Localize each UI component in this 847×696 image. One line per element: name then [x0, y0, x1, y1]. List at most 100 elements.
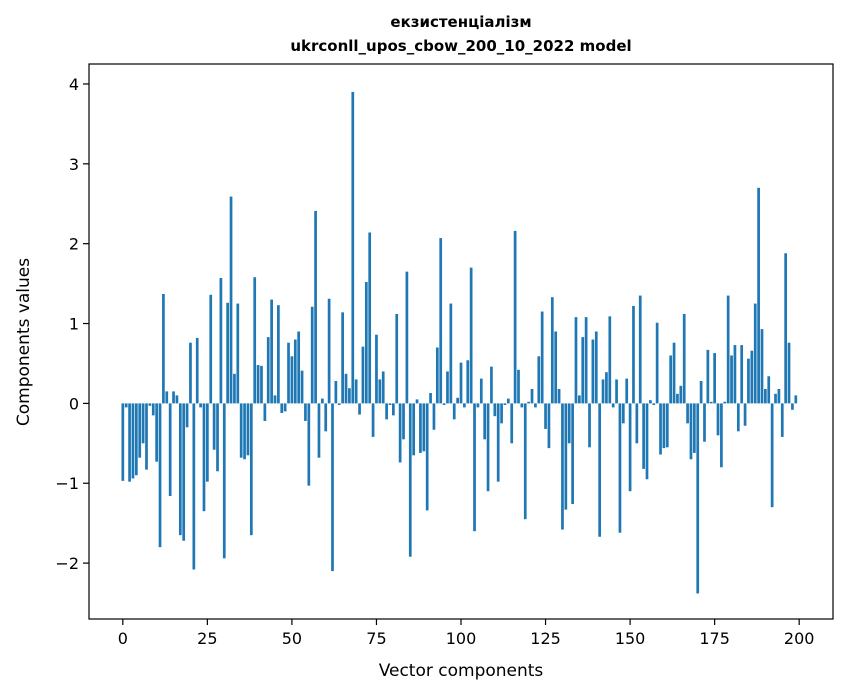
bar-component-170 — [696, 403, 700, 594]
x-tick-label-175: 175 — [699, 629, 730, 648]
bar-component-185 — [747, 358, 750, 404]
bar-component-112 — [500, 403, 503, 424]
bar-component-154 — [642, 403, 645, 469]
bar-component-144 — [608, 316, 612, 404]
bar-component-134 — [574, 317, 578, 404]
bar-component-113 — [503, 403, 507, 405]
bar-component-126 — [547, 403, 551, 449]
bar-component-0 — [121, 403, 125, 481]
bar-component-94 — [439, 238, 443, 404]
bar-component-91 — [429, 393, 432, 404]
bar-component-61 — [327, 298, 331, 404]
bar-component-138 — [588, 403, 591, 448]
bar-component-136 — [581, 337, 585, 404]
y-tick-label--1: −1 — [55, 474, 79, 493]
bar-component-192 — [770, 403, 774, 508]
bar-component-77 — [381, 371, 385, 404]
bar-component-99 — [456, 397, 459, 404]
bar-component-137 — [584, 317, 588, 404]
bar-component-190 — [764, 389, 767, 404]
bar-component-162 — [669, 355, 673, 404]
bar-component-78 — [385, 403, 388, 420]
bar-component-37 — [246, 403, 250, 456]
bar-component-22 — [195, 337, 199, 404]
bar-component-5 — [138, 403, 142, 458]
bar-component-145 — [611, 403, 615, 408]
bar-component-48 — [283, 403, 287, 412]
bar-component-17 — [178, 403, 182, 536]
bar-component-60 — [324, 403, 328, 432]
bar-component-89 — [422, 403, 426, 452]
bar-component-28 — [216, 403, 219, 472]
bar-component-98 — [452, 403, 456, 420]
bar-component-47 — [280, 403, 284, 413]
bar-component-57 — [314, 210, 317, 404]
bar-component-180 — [730, 355, 733, 404]
bar-component-120 — [527, 401, 530, 404]
bar-component-2 — [128, 403, 131, 482]
bar-component-161 — [665, 403, 669, 448]
bar-component-153 — [638, 295, 642, 404]
bar-component-36 — [243, 403, 246, 460]
bar-component-6 — [141, 403, 145, 444]
bar-component-104 — [473, 403, 476, 532]
chart-title: екзистенціалізм — [390, 13, 531, 31]
bar-component-100 — [459, 362, 463, 404]
x-tick-label-100: 100 — [446, 629, 477, 648]
bar-component-95 — [442, 403, 446, 405]
plot-frame — [88, 63, 834, 620]
bar-component-186 — [750, 350, 754, 404]
bar-component-65 — [341, 312, 344, 404]
bar-component-15 — [172, 391, 175, 404]
bar-component-157 — [652, 403, 656, 405]
x-tick-label-0: 0 — [118, 629, 128, 648]
bar-component-72 — [364, 282, 368, 404]
bar-component-67 — [348, 388, 351, 404]
bar-component-108 — [486, 403, 490, 492]
bar-component-177 — [720, 403, 723, 468]
bar-component-41 — [260, 365, 263, 404]
bar-component-110 — [493, 403, 497, 417]
bar-component-178 — [723, 401, 727, 404]
bar-component-147 — [618, 403, 622, 533]
bar-component-35 — [239, 403, 243, 458]
bar-component-131 — [564, 403, 568, 510]
bar-component-80 — [392, 403, 395, 416]
bars-group — [121, 91, 798, 594]
bar-component-14 — [168, 403, 172, 497]
bar-component-82 — [398, 403, 402, 463]
bar-component-45 — [273, 395, 277, 404]
bar-component-158 — [655, 322, 659, 404]
bar-component-196 — [784, 253, 788, 404]
bar-component-101 — [463, 403, 466, 408]
bar-component-30 — [222, 403, 226, 559]
bar-component-54 — [304, 403, 307, 421]
bar-component-58 — [317, 403, 321, 458]
x-tick-label-125: 125 — [530, 629, 561, 648]
bar-component-84 — [405, 271, 409, 404]
bar-component-117 — [517, 369, 520, 404]
bar-component-75 — [375, 334, 378, 404]
bar-component-165 — [679, 385, 683, 404]
bar-component-123 — [537, 356, 541, 404]
bar-component-102 — [466, 360, 470, 404]
bar-component-3 — [131, 403, 135, 479]
bar-component-23 — [199, 403, 202, 408]
bar-component-194 — [777, 389, 781, 404]
bar-component-189 — [760, 329, 764, 404]
bar-component-66 — [344, 373, 348, 404]
bar-component-148 — [621, 403, 625, 424]
bar-component-7 — [145, 403, 148, 470]
bar-component-46 — [277, 305, 280, 404]
bar-component-97 — [449, 303, 453, 404]
bar-component-128 — [554, 331, 558, 404]
bar-component-69 — [354, 379, 358, 404]
bar-component-70 — [358, 403, 361, 415]
bar-component-119 — [523, 403, 527, 520]
bar-component-116 — [513, 230, 517, 404]
bar-component-159 — [659, 403, 662, 455]
x-axis-label: Vector components — [379, 661, 544, 681]
bar-component-191 — [767, 376, 771, 404]
bar-component-129 — [557, 389, 561, 404]
bar-component-125 — [544, 403, 547, 429]
